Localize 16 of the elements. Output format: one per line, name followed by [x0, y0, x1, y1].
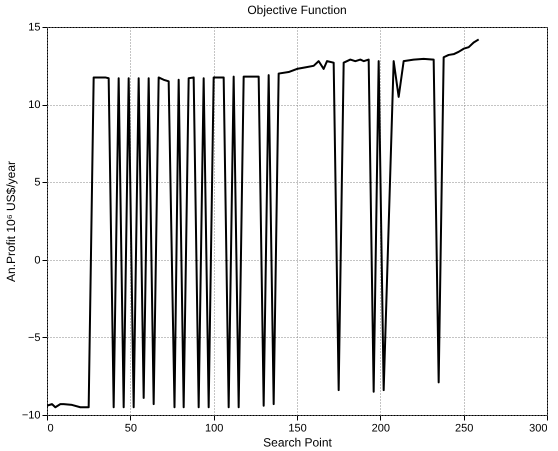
x-axis-title: Search Point	[263, 436, 333, 450]
chart-title: Objective Function	[247, 3, 347, 17]
x-tick-label: 200	[372, 422, 390, 434]
y-tick-label: −5	[28, 332, 40, 344]
y-tick-label: −10	[22, 410, 40, 422]
x-tick-label: 0	[48, 422, 54, 434]
x-tick-label: 300	[529, 422, 548, 434]
x-tick-label: 150	[288, 422, 307, 434]
y-tick-label: 5	[34, 176, 40, 189]
x-tick-label: 100	[204, 422, 224, 434]
y-tick-label: 15	[28, 22, 40, 34]
x-tick-label: 250	[454, 422, 474, 434]
y-tick-label: 0	[34, 254, 40, 266]
x-tick-label: 50	[124, 422, 137, 434]
y-axis-title: An.Profit 10⁶ US$/year	[4, 161, 18, 282]
y-tick-label: 10	[28, 99, 40, 112]
